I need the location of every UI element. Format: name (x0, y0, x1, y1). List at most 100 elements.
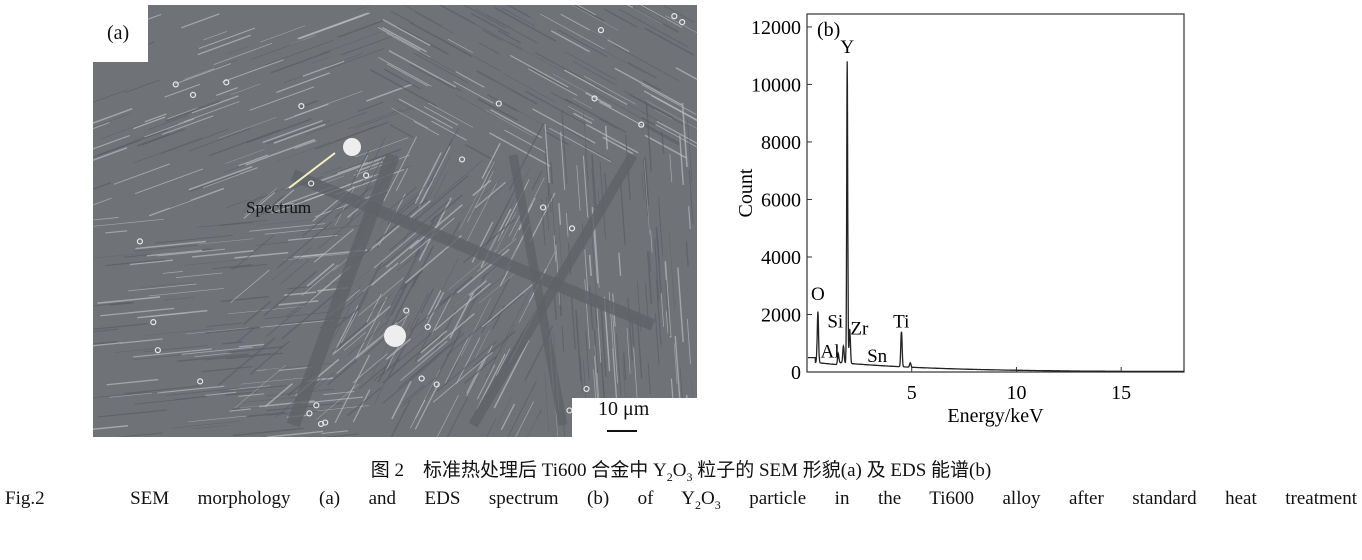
lamella-line (688, 206, 691, 230)
lamella-line (352, 353, 388, 384)
pore (298, 103, 305, 110)
lamella-line (481, 142, 501, 179)
lamella-line (93, 424, 129, 431)
lamella-line (230, 83, 261, 95)
lamella-line (666, 310, 669, 335)
lamella-line (425, 154, 451, 204)
lamella-line (688, 169, 694, 224)
lamella-line (220, 295, 269, 303)
lamella-line (160, 128, 229, 155)
lamella-line (218, 337, 276, 386)
lamella-line (320, 156, 386, 182)
lamella-line (544, 130, 570, 146)
lamella-line (272, 211, 299, 215)
lamella-line (253, 202, 295, 208)
lamella-line (404, 239, 435, 265)
lamella-line (431, 291, 454, 335)
lamella-line (616, 333, 622, 397)
lamella-line (613, 44, 680, 82)
lamella-line (355, 296, 388, 359)
lamella-line (414, 11, 454, 34)
lamella-line (532, 108, 596, 144)
lamella-line (426, 289, 442, 319)
lamella-line (565, 213, 569, 237)
pore (638, 121, 645, 128)
lamella-line (332, 305, 359, 356)
lamella-line (470, 21, 523, 51)
lamella-line (114, 347, 160, 353)
lamella-line (284, 253, 350, 261)
lamella-line (216, 86, 238, 97)
lamella-line (576, 165, 581, 211)
lamella-line (225, 391, 258, 396)
lamella-line (486, 179, 521, 245)
lamella-line (423, 106, 459, 126)
lamella-line (279, 259, 310, 285)
lamella-line (422, 160, 483, 211)
lamella-line (162, 115, 214, 135)
lamella-line (234, 251, 289, 259)
lamella-line (585, 123, 639, 154)
lamella-line (560, 131, 566, 191)
lamella-line (409, 204, 463, 250)
lamella-line (396, 25, 449, 55)
lamella-line (237, 327, 255, 343)
pore (424, 323, 431, 331)
lamella-line (355, 137, 409, 158)
lamella-line (502, 102, 555, 131)
lamella-line (352, 389, 371, 423)
lamella-line (100, 307, 175, 317)
lamella-line (239, 343, 264, 348)
lamella-line (356, 313, 411, 359)
lamella-line (246, 118, 312, 144)
lamella-line (413, 52, 469, 84)
lamella-line (294, 140, 317, 150)
lamella-line (515, 401, 535, 437)
lamella-line (123, 385, 201, 395)
lamella-line (669, 153, 673, 183)
pore (583, 385, 590, 393)
peak-label: Y (840, 37, 854, 58)
lamella-line (188, 165, 253, 191)
lamella-line (125, 79, 161, 93)
lamella-line (219, 221, 253, 227)
lamella-line (334, 305, 391, 354)
lamella-line (105, 230, 128, 234)
lamella-line (286, 303, 303, 318)
lamella-line (436, 394, 459, 437)
lamella-line (93, 217, 119, 221)
pore (433, 381, 440, 388)
y-tick-label: 0 (791, 362, 801, 384)
lamella-line (558, 203, 562, 225)
scale-bar-label: 10 μm (598, 398, 650, 420)
lamella-line (288, 206, 360, 215)
lamella-line (639, 5, 683, 28)
lamella-line (570, 293, 576, 350)
x-tick-label: 10 (1006, 382, 1026, 404)
lamella-line (302, 196, 350, 237)
pore (540, 204, 547, 211)
grain-boundary (290, 169, 656, 331)
lamella-line (293, 253, 324, 258)
lamella-line (446, 315, 494, 356)
lamella-line (132, 354, 182, 361)
lamella-line (93, 139, 141, 159)
lamella-line (347, 386, 382, 417)
lamella-line (622, 352, 627, 380)
lamella-line (431, 120, 467, 141)
lamella-line (226, 46, 249, 55)
lamella-line (661, 131, 665, 154)
lamella-line (378, 26, 421, 51)
lamella-line (205, 322, 243, 328)
lamella-line (327, 433, 359, 437)
lamella-line (347, 321, 389, 356)
lamella-line (193, 424, 229, 429)
lamella-line (476, 353, 506, 410)
lamella-line (247, 411, 286, 418)
particle (343, 138, 361, 156)
lamella-line (189, 172, 240, 193)
lamella-line (600, 309, 607, 377)
lamella-line (198, 238, 254, 245)
lamella-line (470, 274, 506, 304)
lamella-line (534, 51, 584, 80)
